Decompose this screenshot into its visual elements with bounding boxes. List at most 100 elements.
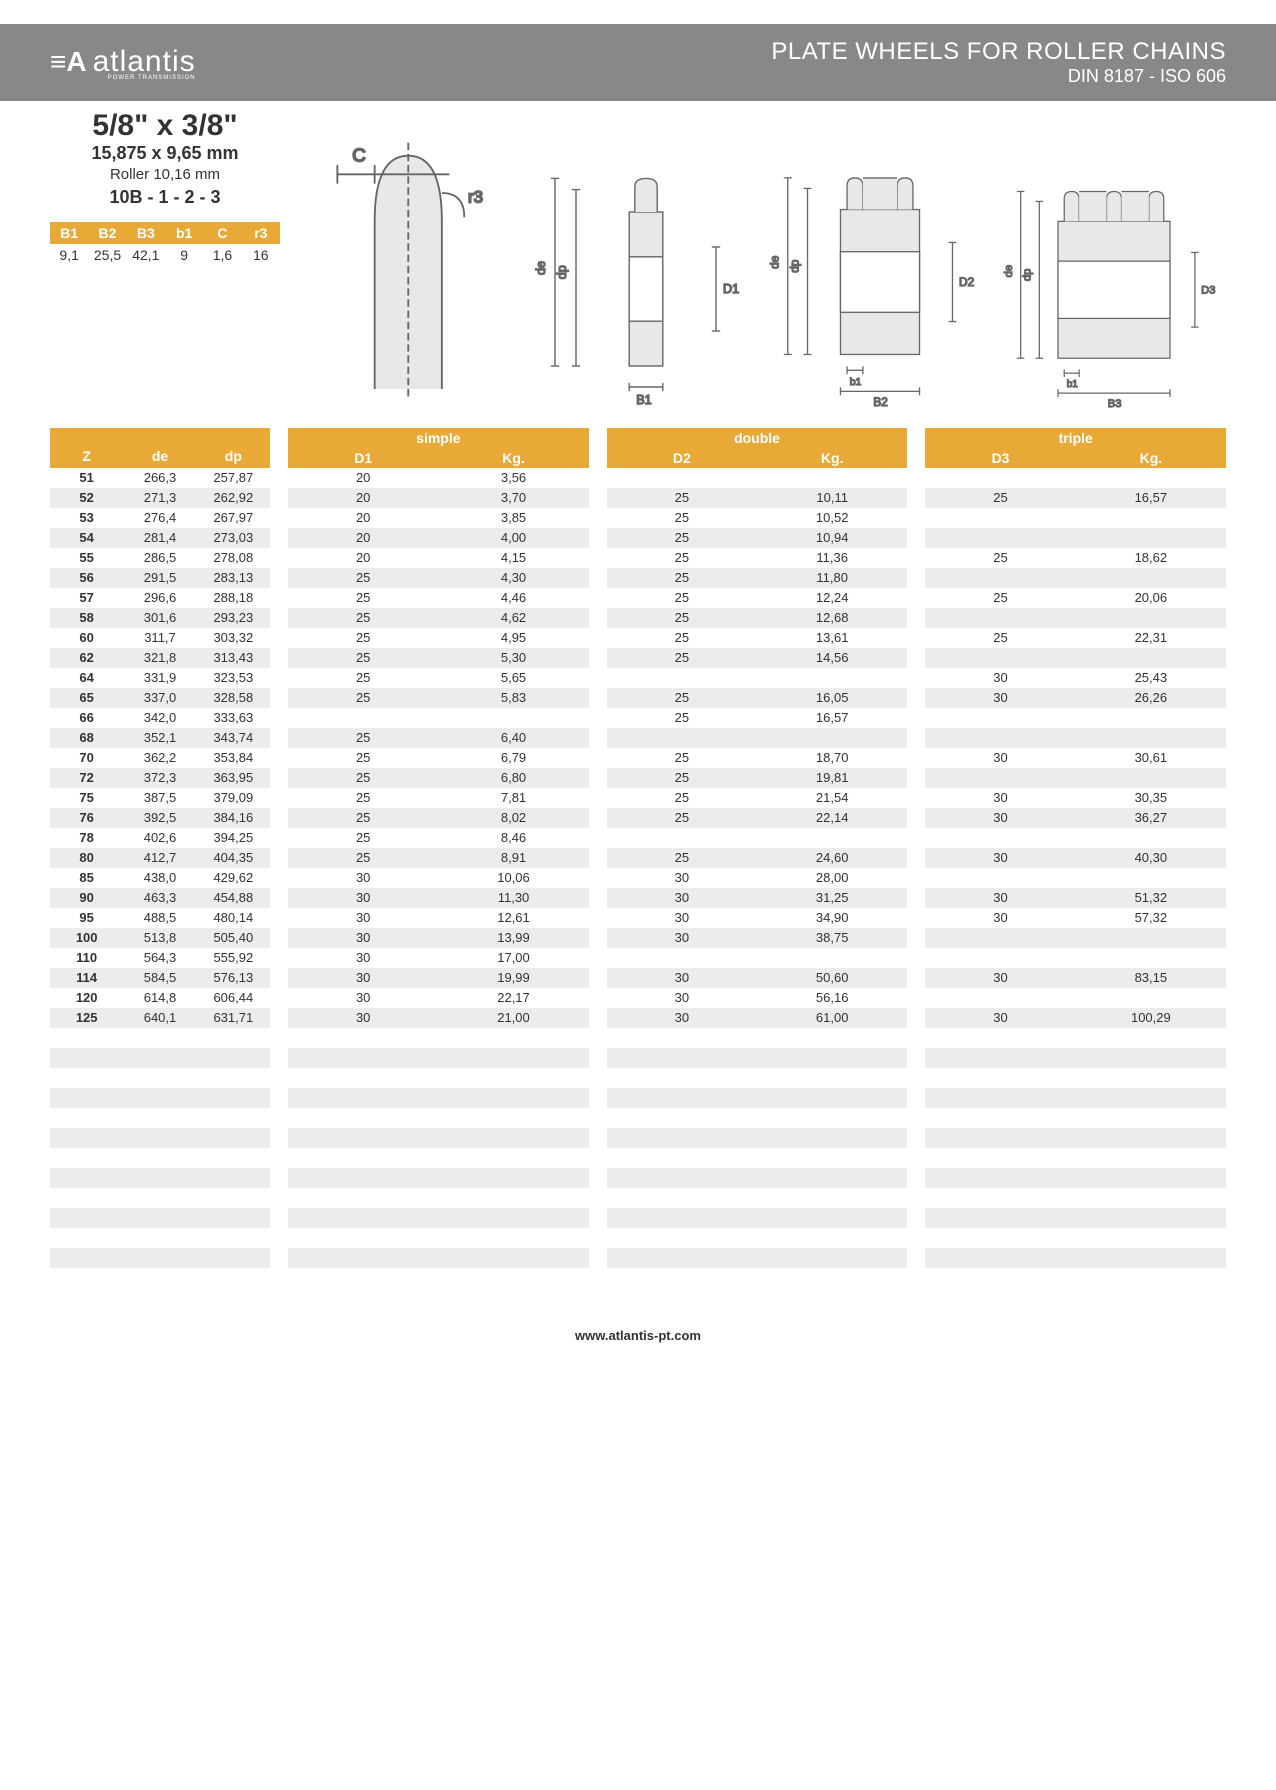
cell: 30 <box>925 910 1075 925</box>
table-row: 256,80 <box>288 768 589 788</box>
cell: 10,11 <box>757 490 907 505</box>
cell: 53 <box>50 510 123 525</box>
table-row: 2516,57 <box>607 708 908 728</box>
col-kg3: Kg. <box>1076 448 1226 468</box>
cell: 16,57 <box>1076 490 1226 505</box>
double-group: double D2 Kg. 2510,112510,522510,942511,… <box>607 428 908 1288</box>
table-row <box>925 828 1226 848</box>
size-mm: 15,875 x 9,65 mm <box>50 143 280 164</box>
table-row: 51266,3257,87 <box>50 468 270 488</box>
triple-label: triple <box>925 428 1226 448</box>
cell: 30,35 <box>1076 790 1226 805</box>
cell: 20 <box>288 510 438 525</box>
cell: 454,88 <box>197 890 270 905</box>
table-row <box>607 1268 908 1288</box>
cell: 333,63 <box>197 710 270 725</box>
cell: 30 <box>925 890 1075 905</box>
cell: 25 <box>607 690 757 705</box>
table-row: 2520,06 <box>925 588 1226 608</box>
table-row: 3040,30 <box>925 848 1226 868</box>
cell: 5,65 <box>438 670 588 685</box>
table-row: 203,70 <box>288 488 589 508</box>
table-row: 3012,61 <box>288 908 589 928</box>
cell: 30 <box>607 890 757 905</box>
param-val: 9 <box>165 244 203 266</box>
table-row: 2510,52 <box>607 508 908 528</box>
cell: 80 <box>50 850 123 865</box>
table-row: 258,46 <box>288 828 589 848</box>
table-row: 3011,30 <box>288 888 589 908</box>
col-d1: D1 <box>288 448 438 468</box>
svg-text:de: de <box>534 261 548 275</box>
cell: 25 <box>288 610 438 625</box>
cell: 25 <box>925 490 1075 505</box>
table-row <box>50 1068 270 1088</box>
table-row <box>925 1208 1226 1228</box>
col-kg2: Kg. <box>757 448 907 468</box>
cell: 68 <box>50 730 123 745</box>
cell: 564,3 <box>123 950 196 965</box>
cell: 83,15 <box>1076 970 1226 985</box>
cell: 3,70 <box>438 490 588 505</box>
cell: 57,32 <box>1076 910 1226 925</box>
table-row <box>925 1188 1226 1208</box>
table-row <box>50 1148 270 1168</box>
table-row <box>288 1148 589 1168</box>
table-row: 76392,5384,16 <box>50 808 270 828</box>
col-de: de <box>123 444 196 468</box>
cell: 56 <box>50 570 123 585</box>
table-row <box>50 1248 270 1268</box>
cell: 323,53 <box>197 670 270 685</box>
cell: 57 <box>50 590 123 605</box>
cell: 429,62 <box>197 870 270 885</box>
cell: 13,61 <box>757 630 907 645</box>
table-row <box>288 1248 589 1268</box>
table-row: 3013,99 <box>288 928 589 948</box>
cell: 293,23 <box>197 610 270 625</box>
size-inch: 5/8" x 3/8" <box>50 109 280 143</box>
cell: 61,00 <box>757 1010 907 1025</box>
table-row: 2513,61 <box>607 628 908 648</box>
table-row: 258,02 <box>288 808 589 828</box>
table-row: 3010,06 <box>288 868 589 888</box>
table-row <box>925 568 1226 588</box>
table-row <box>607 1068 908 1088</box>
table-row <box>50 1268 270 1288</box>
logo: ≡A atlantis POWER TRANSMISSION <box>50 45 196 81</box>
cell: 58 <box>50 610 123 625</box>
cell: 100 <box>50 930 123 945</box>
cell: 22,31 <box>1076 630 1226 645</box>
table-row: 64331,9323,53 <box>50 668 270 688</box>
svg-text:de: de <box>768 256 782 270</box>
cell: 18,62 <box>1076 550 1226 565</box>
table-row: 52271,3262,92 <box>50 488 270 508</box>
cell: 36,27 <box>1076 810 1226 825</box>
cell: 30 <box>925 750 1075 765</box>
cell: 17,00 <box>438 950 588 965</box>
cell: 11,30 <box>438 890 588 905</box>
cell: 40,30 <box>1076 850 1226 865</box>
cell: 19,81 <box>757 770 907 785</box>
main-data-table: Z de dp 51266,3257,8752271,3262,9253276,… <box>50 428 1226 1288</box>
table-row <box>288 1228 589 1248</box>
cell: 8,91 <box>438 850 588 865</box>
table-row: 2519,81 <box>607 768 908 788</box>
param-col: r3 <box>242 222 280 244</box>
cell: 266,3 <box>123 470 196 485</box>
table-row <box>607 1028 908 1048</box>
cell: 95 <box>50 910 123 925</box>
table-row: 256,40 <box>288 728 589 748</box>
cell: 25 <box>607 650 757 665</box>
cell: 30,61 <box>1076 750 1226 765</box>
table-row <box>50 1128 270 1148</box>
table-row: 2516,05 <box>607 688 908 708</box>
brand-name: atlantis <box>93 45 196 78</box>
table-row: 204,15 <box>288 548 589 568</box>
param-col: B2 <box>88 222 126 244</box>
cell: 25 <box>288 830 438 845</box>
cell: 114 <box>50 970 123 985</box>
table-row <box>288 1268 589 1288</box>
col-z: Z <box>50 444 123 468</box>
table-row: 254,30 <box>288 568 589 588</box>
cell: 262,92 <box>197 490 270 505</box>
